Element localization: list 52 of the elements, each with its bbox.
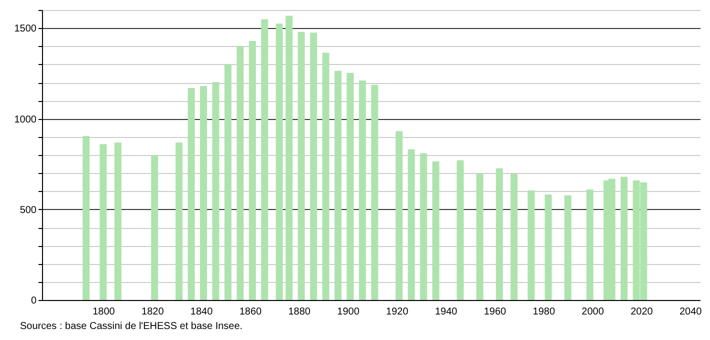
x-tick-label: 1960 bbox=[484, 306, 507, 318]
bar bbox=[322, 52, 330, 300]
bar bbox=[236, 46, 244, 300]
bar bbox=[408, 149, 415, 300]
bar bbox=[586, 189, 594, 300]
bar bbox=[432, 161, 440, 300]
x-tick-label: 2040 bbox=[679, 306, 702, 318]
bar bbox=[456, 160, 464, 300]
x-tick-label: 2000 bbox=[582, 306, 604, 318]
bar bbox=[476, 174, 484, 300]
y-tick-label: 500 bbox=[20, 204, 37, 216]
bar bbox=[510, 174, 518, 300]
bar bbox=[620, 176, 628, 300]
bar bbox=[396, 131, 403, 300]
bar bbox=[248, 40, 256, 300]
bar bbox=[528, 190, 535, 300]
bar bbox=[420, 153, 428, 300]
bar bbox=[310, 32, 318, 300]
bar bbox=[224, 64, 232, 300]
bar bbox=[176, 142, 183, 300]
bar bbox=[358, 80, 366, 300]
bar bbox=[114, 142, 122, 300]
bar bbox=[496, 168, 503, 300]
x-tick-label: 1940 bbox=[434, 306, 458, 318]
bar bbox=[298, 32, 305, 300]
y-tick-label: 1500 bbox=[14, 24, 37, 35]
bar bbox=[334, 70, 342, 300]
x-tick-label: 1880 bbox=[288, 306, 311, 318]
bar bbox=[100, 144, 107, 300]
bar bbox=[82, 136, 90, 300]
bar bbox=[212, 82, 220, 300]
bar bbox=[371, 84, 378, 300]
bar bbox=[346, 72, 354, 300]
bar bbox=[200, 86, 207, 300]
x-tick-label: 1920 bbox=[386, 306, 409, 318]
x-tick-label: 1800 bbox=[92, 306, 116, 318]
bar bbox=[261, 19, 268, 300]
y-tick-label: 0 bbox=[30, 296, 37, 306]
x-tick-label: 1820 bbox=[142, 306, 164, 318]
bar bbox=[151, 155, 158, 300]
x-tick-label: 1860 bbox=[239, 306, 262, 318]
source-note: Sources : base Cassini de l'EHESS et base Insee. bbox=[20, 321, 243, 332]
bar bbox=[276, 24, 283, 300]
x-tick-label: 1840 bbox=[190, 306, 214, 318]
x-tick-label: 2020 bbox=[630, 306, 654, 318]
x-tick-label: 1900 bbox=[337, 306, 360, 318]
y-tick-label: 1000 bbox=[14, 114, 37, 126]
bar bbox=[564, 195, 572, 300]
x-tick-label: 1980 bbox=[532, 306, 556, 318]
bar bbox=[544, 194, 552, 300]
bar bbox=[188, 88, 195, 300]
bar bbox=[286, 16, 293, 300]
